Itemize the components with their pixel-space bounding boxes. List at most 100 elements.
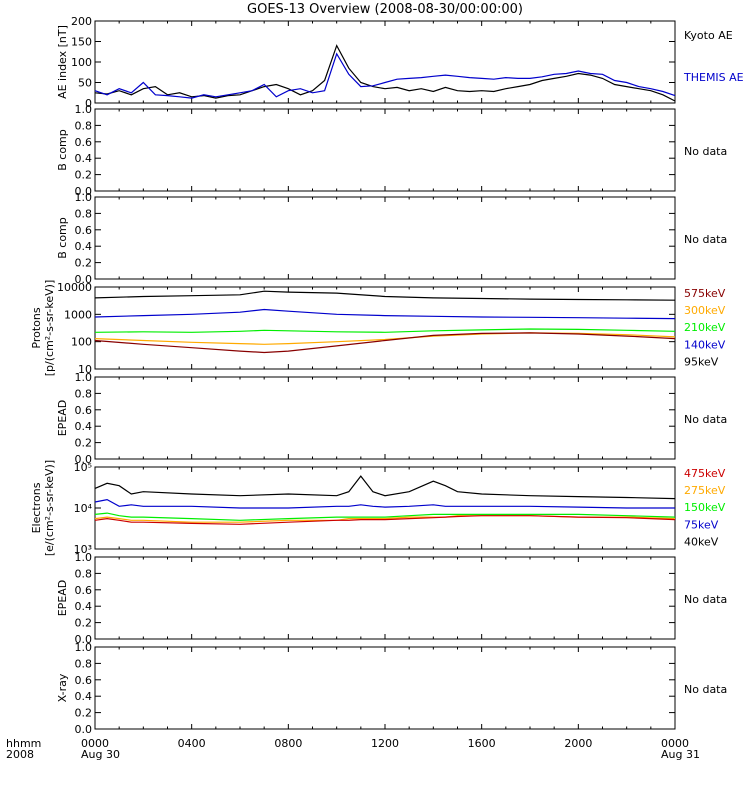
series-line-140kev (94, 308, 676, 320)
y-tick-label: 1.0 (75, 103, 93, 116)
x-tick-label: 0800 (274, 737, 302, 750)
y-tick-label: 100 (71, 56, 92, 69)
y-axis-label: X-ray (56, 673, 69, 702)
x-tick-label: 0400 (178, 737, 206, 750)
x-tick-label: 0000 (661, 737, 689, 750)
x-caption-format: hhmm (6, 737, 41, 750)
y-tick-label: 0.2 (75, 617, 93, 630)
y-axis-unit-label: [e/(cm²-s-sr-keV)] (43, 460, 56, 556)
y-axis-label: Electrons (30, 482, 43, 533)
series-line-75kev (94, 498, 675, 509)
y-tick-label: 1.0 (75, 641, 93, 654)
no-data-note: No data (684, 145, 727, 158)
panel-frame (94, 196, 676, 280)
no-data-note: No data (684, 593, 727, 606)
series-line-150kev (94, 512, 676, 521)
no-data-note: No data (684, 233, 727, 246)
y-tick-label: 0 (85, 97, 92, 110)
y-tick-label: 0.0 (75, 453, 93, 466)
legend-entry: 210keV (684, 321, 726, 334)
legend-entry: 575keV (684, 287, 726, 300)
y-tick-label: 0.4 (75, 690, 93, 703)
series-line-themis-ae (94, 52, 676, 99)
series-line-kyoto-ae (94, 44, 676, 102)
x-date-label: Aug 31 (661, 748, 700, 761)
y-tick-label: 0.4 (75, 600, 93, 613)
y-tick-label: 150 (71, 36, 92, 49)
panel-7: 0.0 0.2 0.4 0.6 0.8 1.0 EPEAD No data (56, 551, 727, 646)
series-line-40kev (94, 475, 676, 500)
series-line-575kev (94, 332, 676, 354)
series-line-95kev (94, 290, 676, 301)
panel-8: 0.0 0.2 0.4 0.6 0.8 1.0 X-ray No data (56, 641, 727, 736)
x-tick-label: 1600 (468, 737, 496, 750)
y-tick-label: 0.0 (75, 185, 93, 198)
series-line-475kev (94, 515, 676, 525)
x-tick-label: 1200 (371, 737, 399, 750)
y-tick-label: 50 (78, 77, 92, 90)
no-data-note: No data (684, 683, 727, 696)
chart-title: GOES-13 Overview (2008-08-30/00:00:00) (247, 2, 523, 17)
y-tick-label: 0.6 (75, 584, 93, 597)
y-tick-label: 0.4 (75, 152, 93, 165)
legend-entry: THEMIS AE (683, 71, 744, 84)
legend-entry: 40keV (684, 535, 719, 548)
y-axis-unit-label: [p/(cm²-s-sr-keV)] (43, 280, 56, 377)
y-tick-label: 0.2 (75, 169, 93, 182)
y-tick-label: 0.2 (75, 437, 93, 450)
legend-entry: 95keV (684, 355, 719, 368)
y-tick-label: 0.8 (75, 387, 93, 400)
legend-entry: Kyoto AE (684, 29, 733, 42)
y-tick-label: 0.0 (75, 723, 93, 736)
y-axis-label: EPEAD (56, 580, 69, 617)
panel-4: 10 100 1000 10000 Protons [p/(cm²-s-sr-keV)] 5… (30, 280, 726, 377)
panel-3: 0.0 0.2 0.4 0.6 0.8 1.0 B comp No data (56, 191, 727, 286)
y-tick-label: 1.0 (75, 371, 93, 384)
panel-frame (94, 20, 676, 104)
y-tick-label: 10000 (57, 281, 92, 294)
y-axis-label: EPEAD (56, 400, 69, 437)
y-tick-label: 0.4 (75, 420, 93, 433)
y-tick-label: 0.0 (75, 273, 93, 286)
y-tick-label: 0.6 (75, 136, 93, 149)
panel-2: 0.0 0.2 0.4 0.6 0.8 1.0 B comp No data (56, 103, 727, 198)
y-tick-label: 0.2 (75, 707, 93, 720)
panel-5: 0.0 0.2 0.4 0.6 0.8 1.0 EPEAD No data (56, 371, 727, 466)
panel-frame (94, 556, 676, 640)
legend-entry: 275keV (684, 484, 726, 497)
y-tick-label: 0.6 (75, 224, 93, 237)
y-axis-label: B comp (56, 217, 69, 259)
x-date-label: Aug 30 (81, 748, 120, 761)
legend-entry: 150keV (684, 501, 726, 514)
panel-6: 10³ 10⁴ 10⁵ Electrons [e/(cm²-s-sr-keV)] 475k… (30, 460, 726, 556)
y-tick-label: 1.0 (75, 551, 93, 564)
y-tick-label: 100 (71, 336, 92, 349)
panel-frame (94, 376, 676, 460)
y-tick-label: 0.0 (75, 633, 93, 646)
y-tick-label: 0.8 (75, 119, 93, 132)
legend-entry: 475keV (684, 467, 726, 480)
y-tick-label: 0.6 (75, 404, 93, 417)
series-line-210kev (94, 328, 676, 333)
legend-entry: 75keV (684, 518, 719, 531)
y-tick-label: 0.4 (75, 240, 93, 253)
legend-entry: 140keV (684, 338, 726, 351)
y-tick-label: 10 (78, 363, 92, 376)
y-tick-label: 0.6 (75, 674, 93, 687)
y-tick-label: 10⁴ (74, 502, 93, 515)
panel-frame (94, 646, 676, 730)
y-axis-label: Protons (30, 307, 43, 348)
y-tick-label: 10³ (74, 543, 92, 556)
y-tick-label: 200 (71, 15, 92, 28)
panel-frame (94, 108, 676, 192)
y-axis-label: AE index [nT] (56, 25, 69, 99)
panel-frame (94, 466, 676, 550)
y-tick-label: 1000 (64, 308, 92, 321)
y-tick-label: 0.8 (75, 567, 93, 580)
x-tick-label: 2000 (564, 737, 592, 750)
y-tick-label: 0.8 (75, 657, 93, 670)
y-tick-label: 1.0 (75, 191, 93, 204)
